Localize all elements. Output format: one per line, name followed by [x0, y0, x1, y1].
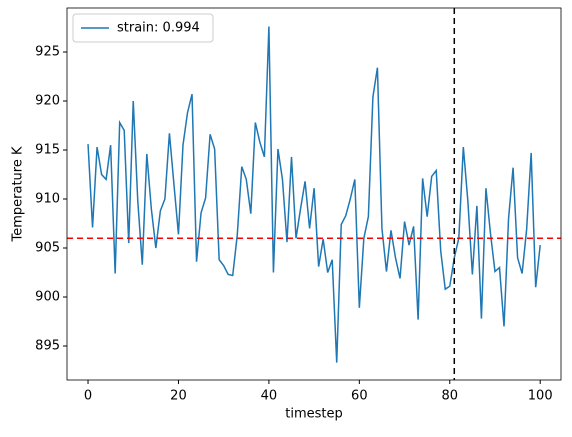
x-tick-label: 20: [170, 389, 187, 404]
y-axis-label: Temperature K: [11, 146, 26, 242]
y-tick-label: 895: [35, 338, 60, 353]
y-tick-label: 905: [35, 240, 60, 255]
y-tick-label: 925: [35, 45, 60, 60]
x-axis-label: timestep: [285, 407, 343, 422]
data-line: [87, 26, 541, 363]
x-tick-label: 40: [261, 389, 278, 404]
y-tick-label: 900: [35, 289, 60, 304]
legend-label: strain: 0.994: [117, 21, 200, 36]
plot-frame: [66, 7, 562, 381]
x-tick-label: 60: [351, 389, 368, 404]
y-tick-label: 920: [35, 94, 60, 109]
y-tick-label: 915: [35, 142, 60, 157]
y-tick-label: 910: [35, 191, 60, 206]
x-tick-label: 0: [84, 389, 92, 404]
x-tick-label: 80: [441, 389, 458, 404]
x-tick-label: 100: [528, 389, 553, 404]
legend-box: [72, 13, 214, 43]
